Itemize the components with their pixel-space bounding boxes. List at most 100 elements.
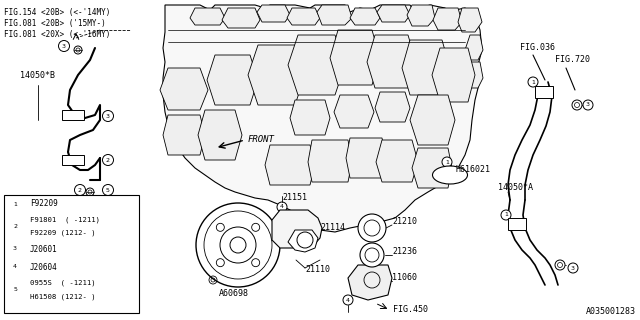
Polygon shape xyxy=(288,230,318,252)
Polygon shape xyxy=(248,45,305,105)
Text: J20604: J20604 xyxy=(30,262,58,271)
Circle shape xyxy=(74,185,86,196)
Text: FIG.036: FIG.036 xyxy=(520,44,555,52)
Text: 3: 3 xyxy=(106,114,110,118)
Circle shape xyxy=(360,243,384,267)
Bar xyxy=(535,86,553,98)
Polygon shape xyxy=(410,95,455,145)
Bar xyxy=(508,218,526,230)
Text: 2: 2 xyxy=(13,224,17,229)
Polygon shape xyxy=(288,35,345,95)
Text: F92209 (1212- ): F92209 (1212- ) xyxy=(30,230,95,236)
Text: FIG.720: FIG.720 xyxy=(555,55,590,65)
Circle shape xyxy=(196,203,280,287)
Text: FIG.081 <20X> (<-'16MY): FIG.081 <20X> (<-'16MY) xyxy=(4,30,110,39)
Circle shape xyxy=(343,295,353,305)
Text: 1: 1 xyxy=(531,79,535,84)
Polygon shape xyxy=(317,5,352,25)
Circle shape xyxy=(10,244,20,254)
Polygon shape xyxy=(207,55,258,105)
Circle shape xyxy=(102,155,113,165)
Polygon shape xyxy=(163,5,482,232)
Text: 4: 4 xyxy=(346,298,350,302)
Polygon shape xyxy=(290,100,330,135)
Polygon shape xyxy=(348,265,392,300)
Circle shape xyxy=(277,202,287,212)
Circle shape xyxy=(10,284,20,294)
Text: 21110: 21110 xyxy=(305,266,330,275)
Text: H616021: H616021 xyxy=(456,165,491,174)
Bar xyxy=(62,110,84,120)
Polygon shape xyxy=(198,110,242,160)
Text: 11060: 11060 xyxy=(392,274,417,283)
Polygon shape xyxy=(377,5,410,22)
Polygon shape xyxy=(334,95,374,128)
Text: 3: 3 xyxy=(571,266,575,270)
Circle shape xyxy=(358,214,386,242)
Circle shape xyxy=(442,157,452,167)
Polygon shape xyxy=(407,5,435,26)
Circle shape xyxy=(10,262,20,272)
Polygon shape xyxy=(190,8,225,25)
Circle shape xyxy=(568,263,578,273)
Text: 5: 5 xyxy=(13,287,17,292)
Text: 1: 1 xyxy=(445,159,449,164)
Circle shape xyxy=(501,210,511,220)
Text: 21236: 21236 xyxy=(392,247,417,257)
Polygon shape xyxy=(330,30,380,85)
Text: 2: 2 xyxy=(106,157,110,163)
Polygon shape xyxy=(308,140,352,182)
Ellipse shape xyxy=(433,166,467,184)
Polygon shape xyxy=(257,5,290,22)
Text: 3: 3 xyxy=(13,246,17,252)
Text: 14050*B: 14050*B xyxy=(20,70,55,79)
Bar xyxy=(62,155,84,165)
Polygon shape xyxy=(163,115,205,155)
Polygon shape xyxy=(375,92,410,122)
Text: F91801  ( -1211): F91801 ( -1211) xyxy=(30,217,100,223)
Polygon shape xyxy=(367,35,416,88)
Text: 4: 4 xyxy=(280,204,284,210)
Circle shape xyxy=(10,221,20,231)
Text: 1: 1 xyxy=(504,212,508,218)
Text: 21210: 21210 xyxy=(392,218,417,227)
Circle shape xyxy=(583,100,593,110)
Text: 14050*A: 14050*A xyxy=(498,183,533,193)
Text: 21151: 21151 xyxy=(282,194,307,203)
Text: 1: 1 xyxy=(13,202,17,206)
Polygon shape xyxy=(222,8,260,28)
Text: 5: 5 xyxy=(106,188,110,193)
Polygon shape xyxy=(160,68,208,110)
Polygon shape xyxy=(350,8,380,25)
Text: FIG.450: FIG.450 xyxy=(393,306,428,315)
Circle shape xyxy=(572,100,582,110)
Polygon shape xyxy=(272,210,322,248)
Polygon shape xyxy=(376,140,418,182)
Circle shape xyxy=(58,41,70,52)
Circle shape xyxy=(102,185,113,196)
Polygon shape xyxy=(412,148,452,188)
Polygon shape xyxy=(465,35,483,60)
Polygon shape xyxy=(265,145,315,185)
Text: 0955S  ( -1211): 0955S ( -1211) xyxy=(30,279,95,286)
Circle shape xyxy=(10,199,20,209)
Polygon shape xyxy=(465,62,483,88)
Polygon shape xyxy=(287,8,320,25)
Text: 4: 4 xyxy=(13,265,17,269)
Text: 21114: 21114 xyxy=(320,223,345,233)
Bar xyxy=(4,195,139,313)
Text: 3: 3 xyxy=(586,102,590,108)
Text: A60698: A60698 xyxy=(219,290,249,299)
Polygon shape xyxy=(346,138,386,178)
Text: H61508 (1212- ): H61508 (1212- ) xyxy=(30,293,95,300)
Polygon shape xyxy=(432,48,475,102)
Polygon shape xyxy=(402,40,450,95)
Polygon shape xyxy=(433,8,462,30)
Text: FIG.154 <20B> (<-'14MY): FIG.154 <20B> (<-'14MY) xyxy=(4,8,110,17)
Text: 3: 3 xyxy=(62,44,66,49)
Circle shape xyxy=(528,77,538,87)
Text: F92209: F92209 xyxy=(30,199,58,209)
Polygon shape xyxy=(458,8,482,32)
Text: 2: 2 xyxy=(78,188,82,193)
Circle shape xyxy=(102,110,113,122)
